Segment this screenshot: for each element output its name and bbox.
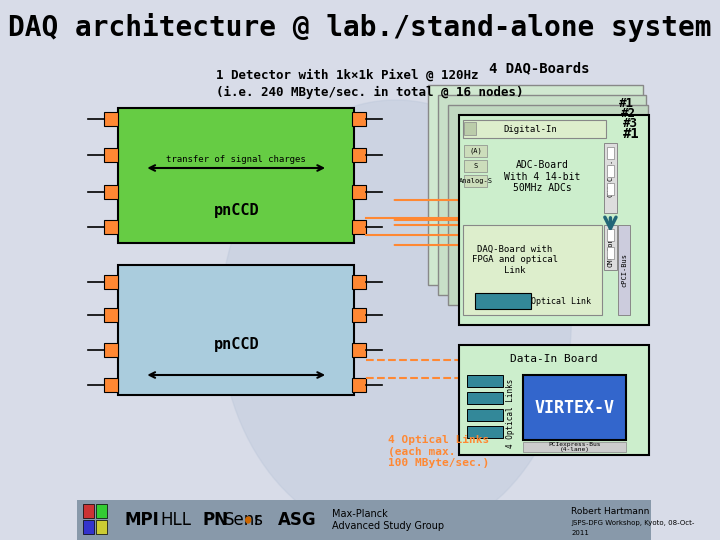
Text: transfer of signal charges: transfer of signal charges [166, 156, 306, 165]
Bar [464, 122, 476, 135]
Bar [104, 343, 118, 357]
Text: ASG: ASG [278, 511, 316, 529]
Bar [352, 185, 366, 199]
Text: Advanced Study Group: Advanced Study Group [332, 521, 444, 531]
Bar [464, 175, 487, 187]
Text: 4 Optical Links
(each max.
100 MByte/sec.): 4 Optical Links (each max. 100 MByte/sec… [388, 435, 489, 468]
Bar [104, 148, 118, 162]
Bar [474, 293, 531, 309]
Bar [618, 225, 629, 315]
Text: VIRTEX-V: VIRTEX-V [534, 399, 615, 417]
Text: Data-In Board: Data-In Board [510, 354, 598, 364]
Text: S: S [474, 163, 477, 169]
Bar [96, 520, 107, 534]
Bar [118, 108, 354, 243]
Text: pnCCD: pnCCD [213, 202, 259, 218]
Bar [467, 409, 503, 421]
Bar [523, 375, 626, 440]
Bar [607, 147, 613, 159]
Bar [104, 308, 118, 322]
Text: 4 Optical Links: 4 Optical Links [506, 379, 516, 448]
Text: MPI: MPI [125, 511, 159, 529]
Text: PCIexpress-Bus
(4-lane): PCIexpress-Bus (4-lane) [548, 442, 600, 453]
Text: cPCI-Bus: cPCI-Bus [621, 253, 627, 287]
Text: ADC-Board
With 4 14-bit
50MHz ADCs: ADC-Board With 4 14-bit 50MHz ADCs [505, 160, 581, 193]
Text: DAQ-Board with
FPGA and optical
Link: DAQ-Board with FPGA and optical Link [472, 245, 558, 275]
Text: 2011: 2011 [572, 530, 589, 536]
Bar [104, 220, 118, 234]
Bar [352, 148, 366, 162]
Text: #1: #1 [622, 127, 639, 141]
Bar [523, 442, 626, 452]
Text: Digital-In: Digital-In [504, 125, 557, 133]
Bar [607, 183, 613, 195]
Bar [607, 229, 613, 241]
Bar [467, 392, 503, 404]
Bar [604, 225, 617, 270]
Bar [459, 115, 649, 325]
Bar [352, 112, 366, 126]
Text: PN: PN [203, 511, 229, 529]
Bar [104, 112, 118, 126]
Bar [83, 504, 94, 518]
Bar [83, 520, 94, 534]
Text: Optical Link: Optical Link [531, 296, 590, 306]
Bar [104, 275, 118, 289]
Text: CMC-Conn.: CMC-Conn. [608, 159, 613, 197]
Text: CMC-Conn.: CMC-Conn. [608, 229, 613, 267]
Bar [118, 265, 354, 395]
Text: 4 DAQ-Boards: 4 DAQ-Boards [489, 61, 590, 75]
Text: r: r [253, 511, 261, 529]
Text: Analog-S: Analog-S [459, 178, 492, 184]
Bar [464, 160, 487, 172]
Bar [96, 504, 107, 518]
Text: #3: #3 [624, 117, 639, 130]
Bar [607, 165, 613, 177]
Bar [438, 95, 646, 295]
Text: pnCCD: pnCCD [213, 338, 259, 353]
Circle shape [220, 100, 572, 540]
Bar [352, 378, 366, 392]
Bar [352, 308, 366, 322]
Text: (i.e. 240 MByte/sec. in total @ 16 nodes): (i.e. 240 MByte/sec. in total @ 16 nodes… [216, 85, 523, 98]
Bar [104, 378, 118, 392]
Text: JSPS-DFG Workshop, Kyoto, 08-Oct-: JSPS-DFG Workshop, Kyoto, 08-Oct- [572, 520, 695, 526]
Text: #2: #2 [621, 107, 636, 120]
Text: DAQ architecture @ lab./stand-alone system: DAQ architecture @ lab./stand-alone syst… [8, 14, 711, 43]
Text: (A): (A) [469, 148, 482, 154]
Text: 1 Detector with 1k×1k Pixel @ 120Hz: 1 Detector with 1k×1k Pixel @ 120Hz [216, 69, 479, 82]
Bar [352, 343, 366, 357]
Text: HLL: HLL [161, 511, 192, 529]
Text: Sens: Sens [223, 511, 264, 529]
Bar [449, 105, 648, 305]
Bar [352, 220, 366, 234]
Bar [607, 247, 613, 259]
Bar [604, 143, 617, 213]
Bar [463, 225, 603, 315]
Bar [459, 345, 649, 455]
Bar [76, 500, 651, 540]
Text: Max-Planck: Max-Planck [332, 509, 387, 519]
Bar [463, 120, 606, 138]
Bar [104, 185, 118, 199]
Bar [467, 375, 503, 387]
Text: Robert Hartmann: Robert Hartmann [572, 508, 649, 516]
Bar [467, 426, 503, 438]
Bar [464, 145, 487, 157]
Bar [352, 275, 366, 289]
Bar [428, 85, 643, 285]
Circle shape [246, 517, 251, 523]
Text: #1: #1 [618, 97, 634, 110]
